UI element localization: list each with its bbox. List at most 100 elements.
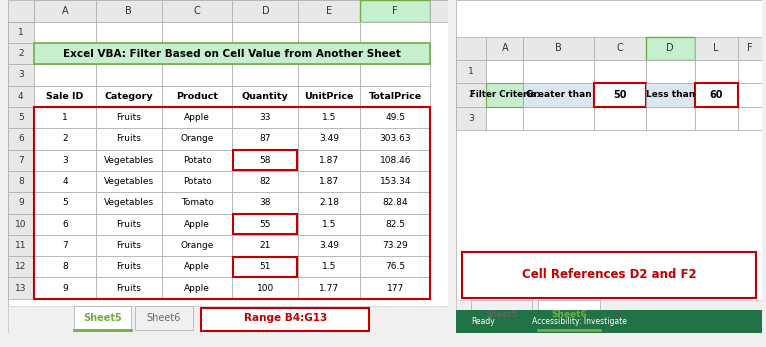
FancyBboxPatch shape bbox=[523, 107, 594, 130]
Text: L: L bbox=[713, 43, 719, 53]
Text: 55: 55 bbox=[260, 220, 271, 229]
FancyBboxPatch shape bbox=[34, 107, 96, 128]
Text: 11: 11 bbox=[15, 241, 27, 250]
FancyBboxPatch shape bbox=[96, 86, 162, 107]
FancyBboxPatch shape bbox=[486, 83, 523, 107]
Text: Greater than: Greater than bbox=[525, 91, 591, 100]
FancyBboxPatch shape bbox=[486, 83, 523, 107]
Text: 8: 8 bbox=[62, 262, 68, 271]
Text: Fruits: Fruits bbox=[116, 113, 141, 122]
FancyBboxPatch shape bbox=[34, 64, 96, 86]
FancyBboxPatch shape bbox=[298, 256, 360, 278]
FancyBboxPatch shape bbox=[34, 192, 96, 213]
FancyBboxPatch shape bbox=[360, 86, 430, 107]
FancyBboxPatch shape bbox=[360, 43, 430, 64]
Text: 87: 87 bbox=[260, 134, 271, 143]
FancyBboxPatch shape bbox=[96, 128, 162, 150]
Text: 3: 3 bbox=[18, 70, 24, 79]
FancyBboxPatch shape bbox=[298, 192, 360, 213]
FancyBboxPatch shape bbox=[162, 43, 232, 64]
FancyBboxPatch shape bbox=[136, 306, 192, 330]
Text: 303.63: 303.63 bbox=[379, 134, 411, 143]
Text: F: F bbox=[392, 6, 398, 16]
FancyBboxPatch shape bbox=[360, 278, 430, 299]
Text: Vegetables: Vegetables bbox=[103, 156, 154, 165]
FancyBboxPatch shape bbox=[298, 22, 360, 43]
Text: TotalPrice: TotalPrice bbox=[368, 92, 422, 101]
FancyBboxPatch shape bbox=[232, 235, 298, 256]
FancyBboxPatch shape bbox=[34, 256, 96, 278]
Text: Filter Criteria:: Filter Criteria: bbox=[470, 91, 539, 100]
FancyBboxPatch shape bbox=[8, 22, 34, 43]
FancyBboxPatch shape bbox=[738, 37, 762, 60]
FancyBboxPatch shape bbox=[430, 0, 492, 22]
Text: 49.5: 49.5 bbox=[385, 113, 405, 122]
FancyBboxPatch shape bbox=[233, 257, 297, 277]
FancyBboxPatch shape bbox=[34, 86, 96, 107]
Text: 3: 3 bbox=[468, 114, 474, 123]
FancyBboxPatch shape bbox=[232, 107, 298, 128]
FancyBboxPatch shape bbox=[360, 0, 430, 22]
FancyBboxPatch shape bbox=[96, 213, 162, 235]
FancyBboxPatch shape bbox=[646, 107, 695, 130]
FancyBboxPatch shape bbox=[456, 0, 762, 333]
Text: A: A bbox=[61, 6, 68, 16]
Text: 60: 60 bbox=[709, 90, 723, 100]
Text: Less than: Less than bbox=[646, 91, 695, 100]
FancyBboxPatch shape bbox=[298, 213, 360, 235]
FancyBboxPatch shape bbox=[298, 43, 360, 64]
Text: 5: 5 bbox=[62, 198, 68, 208]
FancyBboxPatch shape bbox=[646, 37, 695, 60]
FancyBboxPatch shape bbox=[360, 171, 430, 192]
Text: Accessibility: Investigate: Accessibility: Investigate bbox=[532, 317, 627, 326]
FancyBboxPatch shape bbox=[523, 60, 594, 83]
FancyBboxPatch shape bbox=[456, 37, 486, 60]
FancyBboxPatch shape bbox=[456, 310, 762, 333]
FancyBboxPatch shape bbox=[486, 60, 523, 83]
Text: Quantity: Quantity bbox=[242, 92, 289, 101]
Text: Product: Product bbox=[176, 92, 218, 101]
Text: 108.46: 108.46 bbox=[379, 156, 411, 165]
FancyBboxPatch shape bbox=[232, 43, 298, 64]
Text: 1: 1 bbox=[62, 113, 68, 122]
FancyBboxPatch shape bbox=[232, 128, 298, 150]
FancyBboxPatch shape bbox=[8, 235, 34, 256]
Text: Fruits: Fruits bbox=[116, 262, 141, 271]
FancyBboxPatch shape bbox=[34, 43, 96, 64]
FancyBboxPatch shape bbox=[486, 37, 523, 60]
FancyBboxPatch shape bbox=[96, 171, 162, 192]
FancyBboxPatch shape bbox=[96, 235, 162, 256]
Text: 1.77: 1.77 bbox=[319, 283, 339, 293]
Text: C: C bbox=[194, 6, 201, 16]
Text: 7: 7 bbox=[62, 241, 68, 250]
FancyBboxPatch shape bbox=[646, 83, 695, 107]
FancyBboxPatch shape bbox=[96, 278, 162, 299]
Text: 82.5: 82.5 bbox=[385, 220, 405, 229]
Text: A: A bbox=[502, 43, 508, 53]
Text: 73.29: 73.29 bbox=[382, 241, 408, 250]
Text: D: D bbox=[261, 6, 269, 16]
Text: E: E bbox=[326, 6, 332, 16]
Text: 38: 38 bbox=[260, 198, 271, 208]
FancyBboxPatch shape bbox=[8, 150, 34, 171]
FancyBboxPatch shape bbox=[594, 37, 646, 60]
FancyBboxPatch shape bbox=[462, 252, 756, 298]
Text: Apple: Apple bbox=[184, 220, 210, 229]
FancyBboxPatch shape bbox=[232, 171, 298, 192]
FancyBboxPatch shape bbox=[162, 86, 232, 107]
FancyBboxPatch shape bbox=[162, 192, 232, 213]
Text: 1: 1 bbox=[468, 67, 474, 76]
FancyBboxPatch shape bbox=[456, 107, 486, 130]
FancyBboxPatch shape bbox=[96, 43, 162, 64]
FancyBboxPatch shape bbox=[646, 83, 695, 107]
FancyBboxPatch shape bbox=[360, 150, 430, 171]
FancyBboxPatch shape bbox=[538, 300, 600, 330]
FancyBboxPatch shape bbox=[360, 192, 430, 213]
FancyBboxPatch shape bbox=[162, 278, 232, 299]
FancyBboxPatch shape bbox=[8, 213, 34, 235]
Text: D: D bbox=[666, 43, 674, 53]
FancyBboxPatch shape bbox=[594, 83, 646, 107]
FancyBboxPatch shape bbox=[298, 64, 360, 86]
Text: UnitPrice: UnitPrice bbox=[305, 92, 354, 101]
Text: Tomato: Tomato bbox=[181, 198, 214, 208]
